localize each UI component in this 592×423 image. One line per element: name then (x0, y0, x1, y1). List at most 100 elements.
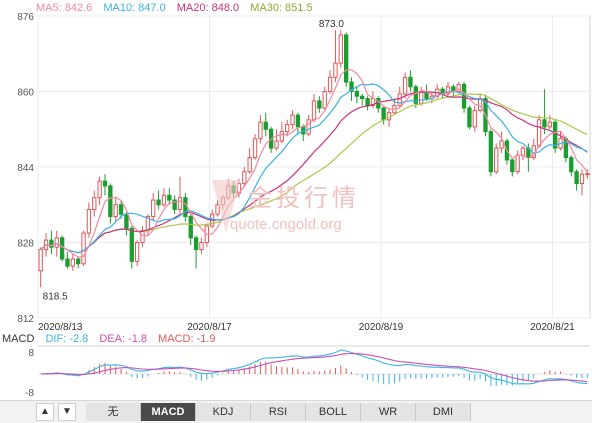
candle-body (167, 194, 172, 201)
candle-body (252, 138, 258, 159)
x-tick-label: 2020/8/21 (530, 322, 575, 333)
candle-body (542, 119, 547, 128)
candle-body (333, 62, 338, 78)
candle-body (161, 194, 167, 206)
tab-wr[interactable]: WR (361, 403, 416, 421)
tab-rsi[interactable]: RSI (251, 403, 306, 421)
tab-kdj[interactable]: KDJ (196, 403, 251, 421)
candle-body (263, 121, 268, 130)
candle-body (285, 124, 290, 133)
tab-boll[interactable]: BOLL (306, 403, 361, 421)
kline-chart: 876 860 844 828 812 2020/8/13 2020/8/17 2020/8/… (17, 12, 591, 399)
candle-body (461, 83, 467, 109)
candle-body (70, 258, 75, 267)
candle-body (445, 86, 451, 95)
candle-body (317, 100, 322, 109)
candle-body (193, 237, 199, 251)
ma20-line (40, 91, 588, 254)
candle-body (258, 121, 263, 140)
macd-value: MACD: -1.9 (158, 333, 216, 345)
candle-body (156, 199, 161, 206)
scroll-up-button[interactable]: ▲ (36, 403, 54, 421)
candle-body (327, 76, 333, 92)
legend-ma5: MA5: 842.6 (36, 2, 93, 14)
candle-body (215, 204, 220, 215)
y-tick-label: 860 (17, 88, 34, 99)
x-tick-label: 2020/8/19 (359, 322, 404, 333)
tab-dmi[interactable]: DMI (416, 403, 471, 421)
y-tick-label: 876 (17, 12, 34, 23)
candle-body (97, 180, 102, 199)
candle-body (488, 131, 494, 173)
candle-body (274, 140, 279, 149)
candle-body (520, 147, 526, 156)
y-tick-label: 844 (17, 163, 34, 174)
tab-macd[interactable]: MACD (141, 403, 196, 421)
candle-body (231, 185, 236, 194)
candle-body (515, 154, 520, 173)
candle-body (408, 76, 413, 88)
x-tick-label: 2020/8/17 (187, 322, 232, 333)
candle-body (102, 180, 108, 187)
candle-body (172, 199, 177, 210)
ma-legend: MA5: 842.6 MA10: 847.0 MA20: 848.0 MA30:… (36, 2, 321, 14)
candle-body (290, 114, 295, 126)
candle-body (338, 34, 343, 64)
candle-body (124, 213, 129, 229)
candle-body (81, 232, 86, 265)
candle-body (242, 171, 247, 185)
high-annotation: 873.0 (319, 19, 344, 30)
candle-body (472, 109, 477, 128)
candle-body (134, 242, 140, 262)
candle-body (467, 107, 472, 128)
candle-body (311, 100, 317, 121)
macd-title: MACD (2, 333, 35, 345)
candle-body (349, 81, 354, 92)
legend-ma20: MA20: 848.0 (176, 2, 240, 14)
candle-body (199, 242, 204, 251)
candle-body (118, 204, 124, 215)
candle-body (38, 249, 43, 272)
candle-body (569, 157, 574, 173)
candle-body (113, 204, 118, 218)
candle-body (579, 173, 585, 185)
legend-ma30: MA30: 851.5 (250, 2, 313, 14)
candle-body (86, 208, 92, 234)
candle-body (574, 171, 579, 185)
candle-body (49, 239, 54, 248)
candle-body (494, 147, 499, 173)
candle-body (510, 159, 515, 173)
candle-body (59, 237, 65, 260)
candle-body (322, 91, 327, 109)
candle-body (360, 95, 365, 100)
candle-body (306, 119, 311, 135)
scroll-down-button[interactable]: ▼ (58, 403, 76, 421)
macd-dea: DEA: -1.8 (99, 333, 147, 345)
macd-dif: DIF: -2.8 (45, 333, 89, 345)
dea-line (40, 352, 588, 383)
candle-body (354, 91, 360, 97)
candle-body (499, 140, 504, 149)
candle-body (183, 197, 188, 218)
x-tick-label: 2020/8/13 (38, 322, 83, 333)
tab-none[interactable]: 无 (86, 403, 141, 421)
ma10-line (40, 83, 588, 254)
candle-body (456, 83, 461, 92)
candle-body (76, 258, 81, 265)
dif-line (40, 349, 588, 385)
candle-body (397, 93, 402, 107)
candle-body (343, 34, 349, 83)
macd-tick-label: 8 (28, 348, 34, 359)
candle-body (129, 227, 134, 262)
candle-body (108, 185, 113, 218)
candle-body (295, 114, 301, 128)
candle-body (226, 185, 231, 199)
candle-body (419, 91, 424, 104)
macd-legend: MACD DIF: -2.8 DEA: -1.8 MACD: -1.9 (2, 333, 224, 345)
macd-tick-label: -8 (25, 388, 34, 399)
candle-body (92, 197, 97, 210)
candle-body (402, 76, 408, 95)
candle-body (65, 258, 70, 267)
candle-body (54, 237, 59, 248)
candle-body (279, 131, 285, 142)
